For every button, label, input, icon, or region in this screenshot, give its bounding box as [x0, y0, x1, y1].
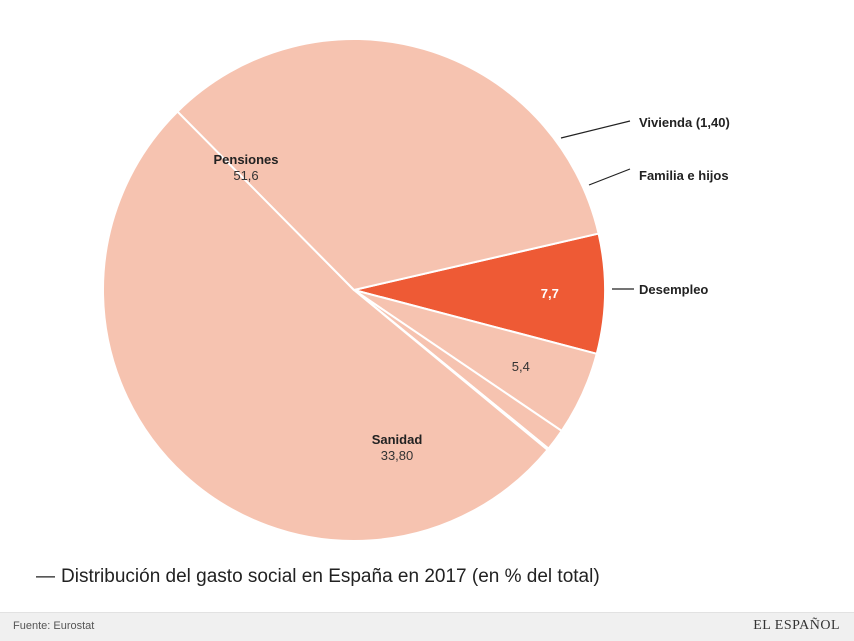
slice-label-desempleo: Desempleo: [639, 282, 708, 297]
slice-label-familia: Familia e hijos: [639, 168, 729, 183]
leader-line-familia: [588, 168, 631, 186]
chart-title: — Distribución del gasto social en España…: [36, 566, 600, 588]
pie-chart: Desempleo 7,7 Familia e hijos 5,4 Vivienda (…: [102, 38, 730, 542]
slice-value-pensiones: 51,6: [233, 168, 258, 183]
source-text: Fuente: Eurostat: [13, 620, 95, 632]
pie-slice-desempleo: [353, 232, 606, 356]
title-dash: —: [36, 566, 55, 587]
pie-slice-sanidad: [176, 38, 600, 292]
slice-value-familia: 5,4: [512, 359, 530, 374]
slice-label-vivienda: Vivienda (1,40): [639, 115, 730, 130]
leader-line-vivienda: [560, 120, 631, 139]
footer-bar: Fuente: Eurostat EL ESPAÑOL: [0, 612, 854, 641]
brand-logo: EL ESPAÑOL: [753, 618, 840, 633]
slice-value-sanidad: 33,80: [381, 448, 414, 463]
slice-label-sanidad: Sanidad: [372, 432, 423, 447]
chart-title-text: Distribución del gasto social en España …: [61, 566, 600, 587]
slice-label-pensiones: Pensiones: [213, 152, 278, 167]
slice-value-desempleo: 7,7: [541, 286, 559, 301]
pie-slice-pensiones: [102, 110, 549, 542]
